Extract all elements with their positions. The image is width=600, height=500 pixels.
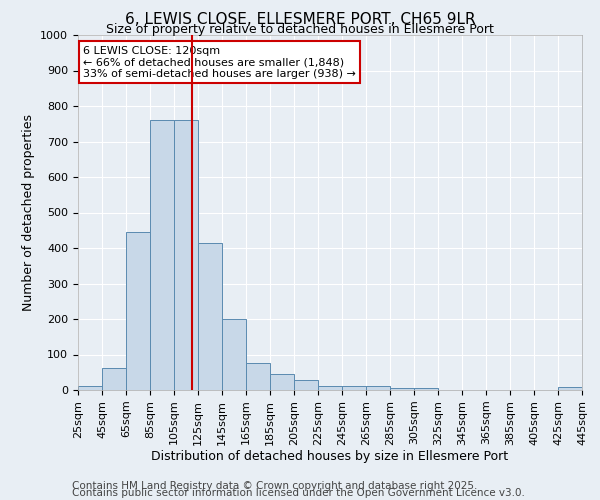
Bar [150, 120, 174, 390]
Bar [270, 374, 294, 390]
Bar [342, 386, 366, 390]
Bar [558, 387, 582, 390]
Bar [174, 120, 198, 390]
Bar [222, 319, 246, 390]
Bar [246, 362, 270, 390]
Bar [102, 368, 126, 390]
Bar [78, 386, 102, 390]
Y-axis label: Number of detached properties: Number of detached properties [22, 114, 35, 311]
Text: Contains HM Land Registry data © Crown copyright and database right 2025.: Contains HM Land Registry data © Crown c… [72, 481, 478, 491]
Bar [318, 386, 342, 390]
Bar [126, 232, 150, 390]
Bar [198, 242, 222, 390]
Text: Contains public sector information licensed under the Open Government Licence v3: Contains public sector information licen… [72, 488, 525, 498]
Bar [390, 388, 414, 390]
Bar [414, 388, 438, 390]
Text: 6 LEWIS CLOSE: 120sqm
← 66% of detached houses are smaller (1,848)
33% of semi-d: 6 LEWIS CLOSE: 120sqm ← 66% of detached … [83, 46, 356, 79]
Bar [366, 386, 390, 390]
X-axis label: Distribution of detached houses by size in Ellesmere Port: Distribution of detached houses by size … [151, 450, 509, 464]
Bar [294, 380, 318, 390]
Text: 6, LEWIS CLOSE, ELLESMERE PORT, CH65 9LR: 6, LEWIS CLOSE, ELLESMERE PORT, CH65 9LR [125, 12, 475, 28]
Text: Size of property relative to detached houses in Ellesmere Port: Size of property relative to detached ho… [106, 22, 494, 36]
